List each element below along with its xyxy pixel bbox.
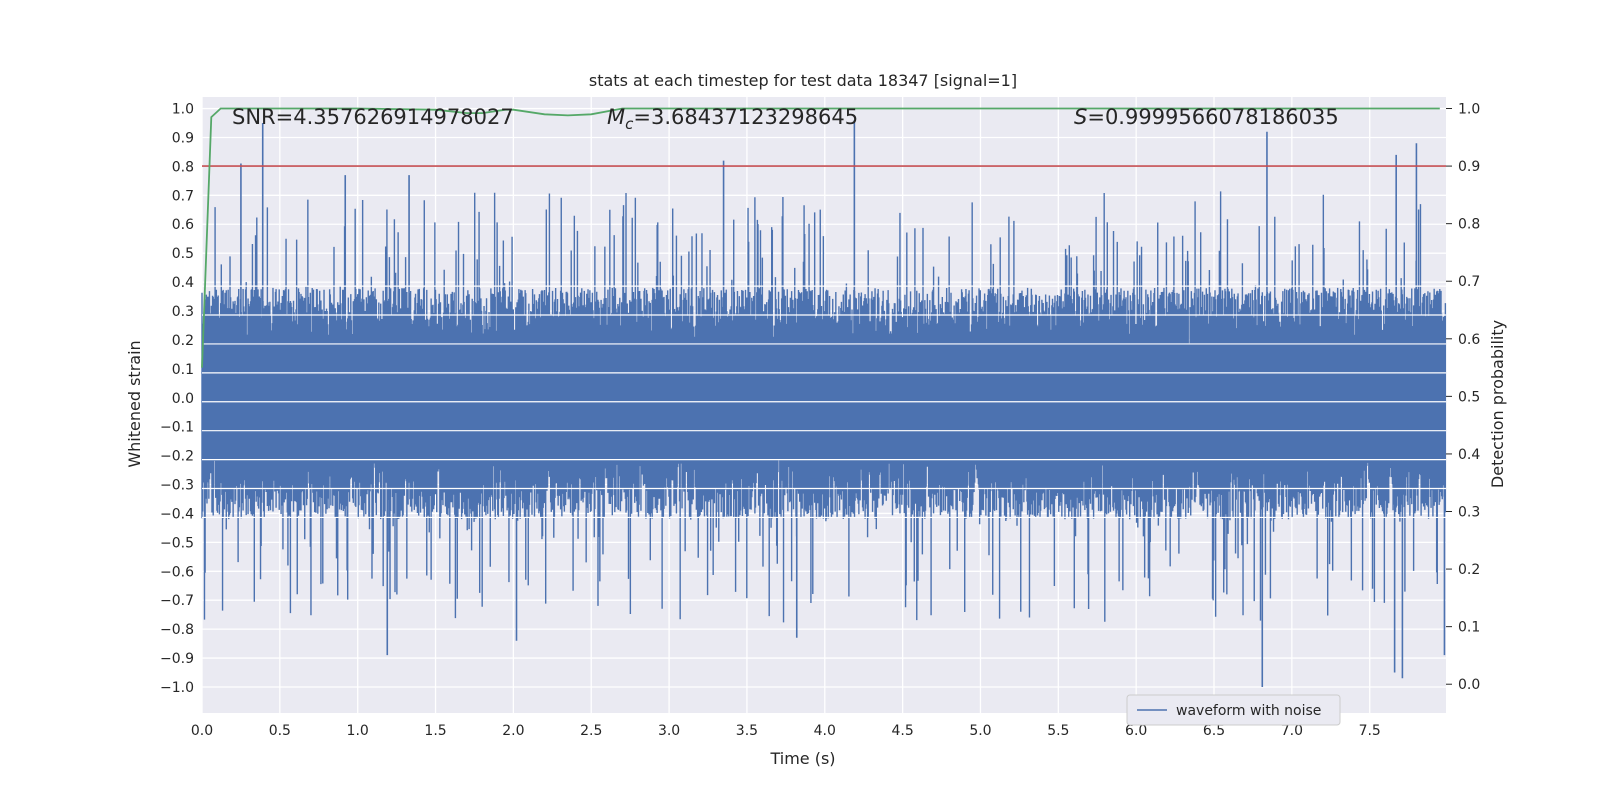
x-tick-label: 3.0 <box>658 723 680 739</box>
left-y-tick-label: 0.9 <box>172 130 194 146</box>
x-tick-label: 3.5 <box>736 723 758 739</box>
left-y-tick-label: 0.7 <box>172 188 194 204</box>
right-y-tick-label: 1.0 <box>1458 102 1480 118</box>
right-y-tick-label: 0.4 <box>1458 447 1480 463</box>
chart-title: stats at each timestep for test data 183… <box>589 71 1017 90</box>
chirp-mass-subscript: c <box>625 115 634 133</box>
score-annotation: S=0.9999566078186035 <box>1074 105 1339 129</box>
snr-annotation: SNR=4.357626914978027 <box>232 105 514 129</box>
legend-box <box>1126 694 1341 726</box>
left-y-axis-label: Whitened strain <box>125 340 144 467</box>
left-y-tick-label: −0.8 <box>160 622 194 638</box>
left-y-tick-label: −1.0 <box>160 680 194 696</box>
left-y-tick-label: −0.6 <box>160 564 194 580</box>
chirp-mass-value: =3.68437123298645 <box>633 105 858 129</box>
chirp-mass-symbol: M <box>607 105 625 129</box>
left-y-tick-label: −0.9 <box>160 651 194 667</box>
x-tick-label: 1.5 <box>424 723 446 739</box>
left-y-tick-label: 0.5 <box>172 246 194 262</box>
left-y-tick-label: 0.3 <box>172 304 194 320</box>
left-y-tick-label: −0.1 <box>160 420 194 436</box>
right-y-tick-label: 0.5 <box>1458 389 1480 405</box>
score-value: =0.9999566078186035 <box>1087 105 1338 129</box>
x-tick-label: 7.0 <box>1281 723 1303 739</box>
left-y-tick-label: 0.1 <box>172 362 194 378</box>
left-y-tick-label: 1.0 <box>172 102 194 118</box>
left-y-tick-label: −0.2 <box>160 449 194 465</box>
right-y-tick-label: 0.1 <box>1458 620 1480 636</box>
x-tick-label: 4.0 <box>814 723 836 739</box>
right-y-tick-label: 0.9 <box>1458 159 1480 175</box>
left-y-tick-label: 0.2 <box>172 333 194 349</box>
x-tick-label: 6.0 <box>1125 723 1147 739</box>
detection-probability-line <box>201 107 1440 368</box>
left-y-tick-label: 0.6 <box>172 217 194 233</box>
right-y-tick-label: 0.0 <box>1458 677 1480 693</box>
x-axis-ticks: 0.0 0.5 1.0 1.5 2.0 2.5 3.0 3.5 4.0 4.5 5.0 5.5 6.0 6… <box>191 723 1381 739</box>
left-y-tick-label: 0.0 <box>172 391 194 407</box>
chirp-mass-annotation: Mc=3.68437123298645 <box>607 105 858 133</box>
left-y-tick-label: 0.8 <box>172 159 194 175</box>
x-tick-label: 5.0 <box>969 723 991 739</box>
waveform-series <box>201 120 1447 687</box>
left-y-tick-label: 0.4 <box>172 275 194 291</box>
left-y-tick-label: −0.4 <box>160 506 194 522</box>
x-tick-label: 5.5 <box>1047 723 1069 739</box>
left-y-tick-label: −0.5 <box>160 535 194 551</box>
left-y-tick-label: −0.7 <box>160 593 194 609</box>
x-tick-label: 2.5 <box>580 723 602 739</box>
x-tick-label: 4.5 <box>891 723 913 739</box>
right-y-tick-label: 0.3 <box>1458 505 1480 521</box>
x-tick-label: 6.5 <box>1203 723 1225 739</box>
x-tick-label: 0.5 <box>269 723 291 739</box>
x-tick-label: 0.0 <box>191 723 213 739</box>
legend-label: waveform with noise <box>1176 703 1321 719</box>
right-y-tick-label: 0.7 <box>1458 274 1480 290</box>
right-y-tick-label: 0.6 <box>1458 332 1480 348</box>
score-symbol: S <box>1074 105 1087 129</box>
x-tick-label: 7.5 <box>1359 723 1381 739</box>
left-y-axis-ticks: 1.0 0.9 0.8 0.7 0.6 0.5 0.4 0.3 0.2 0.1 0.0 −0.1 −0.… <box>160 102 194 696</box>
right-y-axis-label: Detection probability <box>1488 320 1507 488</box>
right-y-tick-label: 0.2 <box>1458 562 1480 578</box>
x-tick-label: 2.0 <box>502 723 524 739</box>
left-y-tick-label: −0.3 <box>160 478 194 494</box>
right-y-axis-ticks: 1.0 0.9 0.8 0.7 0.6 0.5 0.4 0.3 0.2 0.1 0.0 <box>1446 102 1480 693</box>
right-y-tick-label: 0.8 <box>1458 217 1480 233</box>
legend: waveform with noise <box>1126 694 1341 726</box>
x-tick-label: 1.0 <box>347 723 369 739</box>
x-axis-label: Time (s) <box>769 749 835 768</box>
